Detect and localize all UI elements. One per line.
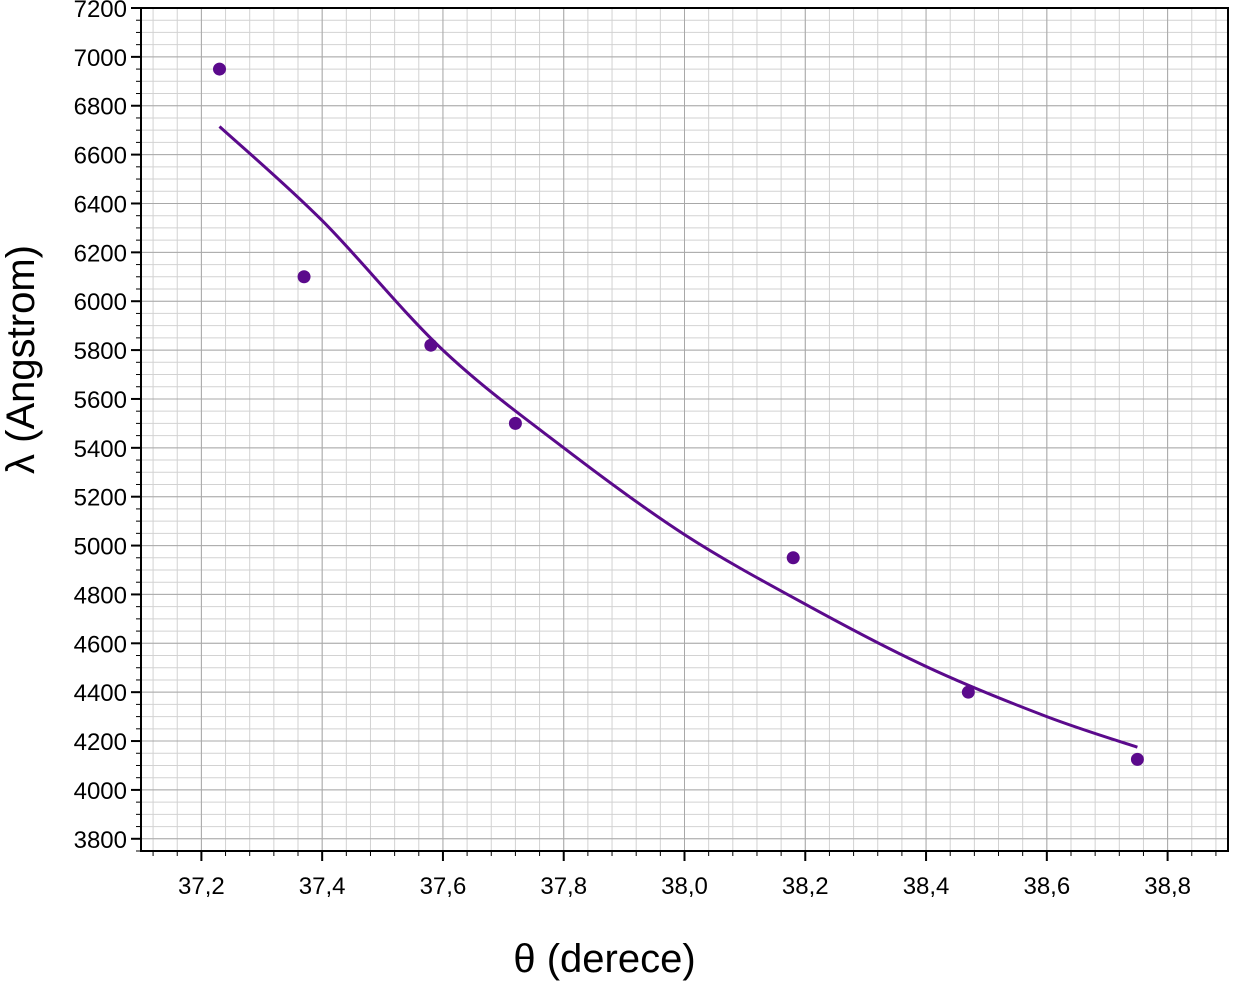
x-tick-label: 38,0 [661, 873, 708, 900]
data-point [424, 338, 438, 352]
y-tick-labels: 3800 4000 4200 4400 4600 4800 5000 5200 5400 5600… [74, 0, 127, 854]
data-point [1130, 752, 1144, 766]
x-tick-label: 38,2 [782, 873, 829, 900]
x-tick-label: 37,6 [420, 873, 467, 900]
y-tick-label: 4400 [74, 680, 127, 707]
y-tick-label: 6200 [74, 240, 127, 267]
y-tick-label: 4000 [74, 778, 127, 805]
y-tick-label: 5400 [74, 436, 127, 463]
data-point [508, 416, 522, 430]
x-tick-label: 38,6 [1023, 873, 1070, 900]
x-tick-label: 37,2 [178, 873, 225, 900]
y-tick-label: 4800 [74, 582, 127, 609]
y-axis-title: λ (Angstrom) [0, 245, 43, 474]
data-point [786, 551, 800, 565]
x-tick-label: 37,4 [299, 873, 346, 900]
x-tick-label: 38,8 [1144, 873, 1191, 900]
x-axis-title: θ (derece) [513, 937, 695, 981]
y-tick-label: 3800 [74, 827, 127, 854]
data-point [213, 62, 227, 76]
y-tick-label: 5000 [74, 534, 127, 561]
major-gridlines [141, 7, 1228, 851]
fit-curve [218, 125, 1138, 749]
y-tick-label: 6400 [74, 191, 127, 218]
y-tick-label: 7000 [74, 45, 127, 72]
y-tick-label: 4200 [74, 729, 127, 756]
x-tick-label: 38,4 [903, 873, 950, 900]
y-tick-label: 6800 [74, 94, 127, 121]
y-tick-label: 6600 [74, 143, 127, 170]
data-point [297, 270, 311, 284]
data-point [961, 685, 975, 699]
y-tick-label: 6000 [74, 289, 127, 316]
x-tick-label: 37,8 [540, 873, 587, 900]
y-tick-label: 5600 [74, 387, 127, 414]
y-tick-label: 7200 [74, 0, 127, 23]
y-tick-label: 4600 [74, 631, 127, 658]
y-tick-label: 5200 [74, 485, 127, 512]
x-tick-labels: 37,2 37,4 37,6 37,8 38,0 38,2 38,4 38,6 38,8 [178, 873, 1191, 900]
y-tick-label: 5800 [74, 338, 127, 365]
axis-ticks [131, 7, 1217, 861]
data-points [213, 62, 1144, 766]
